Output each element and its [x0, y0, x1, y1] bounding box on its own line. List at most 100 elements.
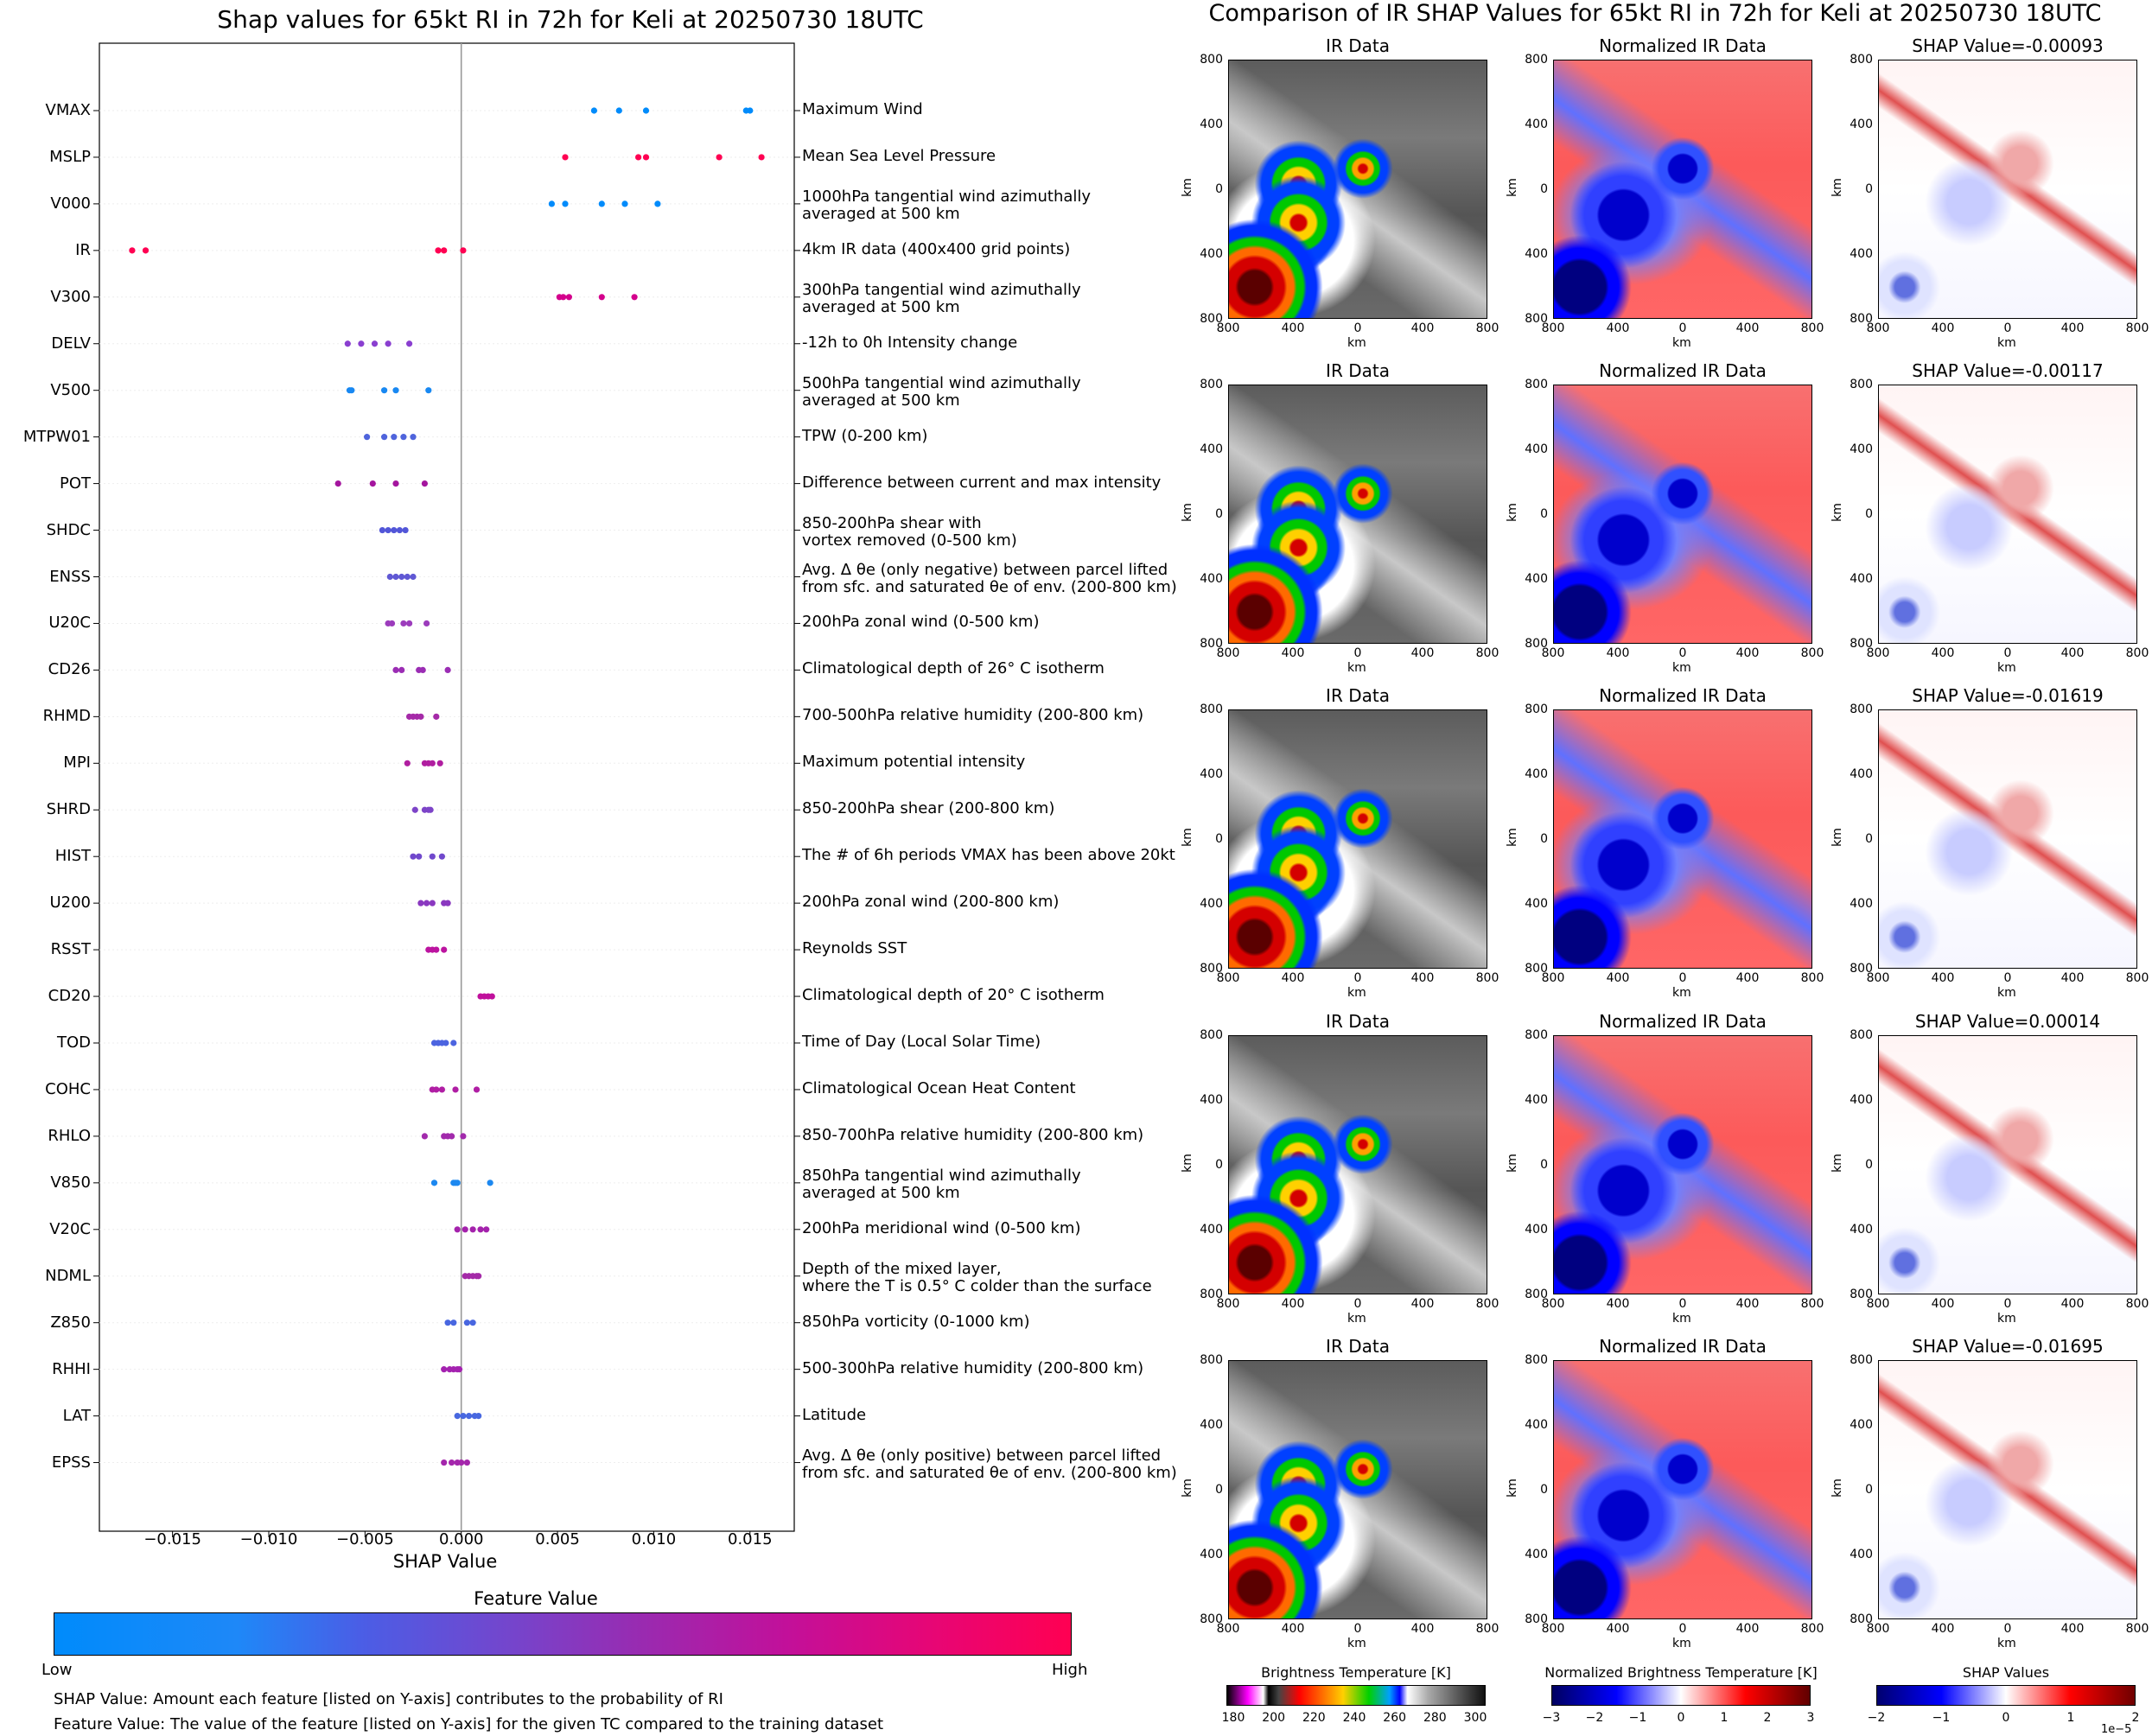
- panel-x-tick: 400: [1735, 971, 1760, 985]
- data-point-rhlo: [449, 1133, 455, 1140]
- data-point-enss: [386, 573, 393, 581]
- panel-x-tick: 800: [1800, 971, 1824, 985]
- panel-image-ir: [1228, 1035, 1487, 1294]
- feature-desc-mtpw01: TPW (0-200 km): [802, 426, 928, 445]
- data-point-u200: [429, 900, 436, 906]
- data-point-shrd: [427, 806, 434, 813]
- colorbar-3: [1876, 1685, 2136, 1706]
- data-point-v850: [430, 1180, 438, 1186]
- data-point-hist: [416, 853, 423, 860]
- feature-label-v500: V500: [50, 380, 91, 399]
- panel-x-tick: 400: [1410, 1297, 1435, 1311]
- panel-y-label: km: [1830, 503, 1844, 522]
- panel-x-tick: 400: [1281, 321, 1305, 335]
- data-point-hist: [438, 853, 445, 860]
- panel-y-tick: 400: [1200, 1548, 1223, 1561]
- panel-x-tick: 0: [1353, 1297, 1362, 1311]
- panel-title-shap: SHAP Value=-0.00117: [1912, 360, 2104, 381]
- feature-label-cd20: CD20: [48, 987, 91, 1006]
- data-point-rhmd: [417, 713, 424, 720]
- feature-label-epss: EPSS: [51, 1453, 91, 1472]
- panel-y-tick: 800: [1525, 53, 1548, 67]
- colorbar-tick: 2: [2131, 1711, 2140, 1725]
- data-point-u200: [423, 900, 430, 906]
- data-point-enss: [398, 573, 405, 581]
- data-point-mslp: [562, 154, 569, 161]
- panel-x-tick: 800: [1800, 321, 1824, 335]
- feature-label-rhmd: RHMD: [42, 707, 91, 726]
- panel-y-tick: 800: [1525, 962, 1548, 976]
- panel-y-tick: 400: [1850, 1093, 1873, 1107]
- colorbar-tick: 1: [1720, 1711, 1729, 1725]
- data-points: [129, 107, 765, 1466]
- footnote-feature: Feature Value: The value of the feature …: [54, 1715, 884, 1733]
- panel-x-tick: 0: [2003, 321, 2012, 335]
- panel-y-tick: 800: [1525, 637, 1548, 651]
- left-chart-title: Shap values for 65kt RI in 72h for Keli …: [217, 5, 924, 34]
- data-point-cohc: [433, 1086, 440, 1093]
- panel-y-tick: 400: [1850, 767, 1873, 781]
- data-point-ir: [441, 247, 448, 254]
- feature-desc-rhmd: 700-500hPa relative humidity (200-800 km…: [802, 706, 1144, 725]
- data-point-rhlo: [421, 1133, 428, 1140]
- colorbar-offset: 1e−5: [2101, 1723, 2132, 1736]
- panel-y-tick: 400: [1525, 897, 1548, 911]
- data-point-mtpw01: [364, 434, 371, 441]
- panel-y-label: km: [1505, 1478, 1519, 1498]
- panel-y-tick: 800: [1200, 312, 1223, 326]
- panel-x-tick: 800: [1475, 321, 1499, 335]
- panel-y-tick: 800: [1850, 637, 1873, 651]
- panel-y-tick: 0: [1540, 1483, 1548, 1497]
- data-point-v000: [621, 200, 628, 207]
- data-point-u200: [444, 900, 451, 906]
- data-point-mslp: [635, 154, 642, 161]
- panel-y-tick: 400: [1525, 1548, 1548, 1561]
- panel-y-tick: 400: [1850, 1548, 1873, 1561]
- panel-y-tick: 400: [1525, 1223, 1548, 1237]
- data-point-v000: [654, 200, 661, 207]
- feature-label-rhlo: RHLO: [48, 1126, 91, 1145]
- data-point-v500: [348, 387, 355, 394]
- data-point-mslp: [642, 154, 650, 161]
- data-point-v20c: [483, 1226, 490, 1233]
- data-point-v850: [487, 1180, 493, 1186]
- data-point-ir: [435, 247, 442, 254]
- data-point-v300: [565, 294, 573, 301]
- colorbar-tick: −1: [1932, 1711, 1951, 1725]
- data-point-z850: [450, 1319, 457, 1326]
- panel-image-norm: [1553, 1360, 1812, 1619]
- panel-y-tick: 0: [1215, 182, 1223, 196]
- data-point-vmax: [642, 107, 650, 114]
- panel-x-label: km: [1672, 1312, 1691, 1326]
- panel-image-shap: [1878, 1360, 2137, 1619]
- feature-desc-pot: Difference between current and max inten…: [802, 473, 1162, 492]
- x-tick-label: −0.005: [336, 1530, 394, 1548]
- data-point-cd26: [444, 666, 451, 674]
- data-point-mtpw01: [391, 434, 398, 441]
- colorbar-title: Normalized Brightness Temperature [K]: [1544, 1664, 1818, 1681]
- data-point-v000: [562, 200, 569, 207]
- data-point-delv: [406, 340, 413, 347]
- panel-x-label: km: [1997, 336, 2016, 350]
- data-point-v20c: [477, 1226, 484, 1233]
- panel-x-tick: 0: [1353, 971, 1362, 985]
- panel-x-tick: 400: [1281, 1297, 1305, 1311]
- panel-x-label: km: [1997, 661, 2016, 675]
- feature-desc-v000: 1000hPa tangential wind azimuthally avera…: [802, 187, 1092, 223]
- data-point-shdc: [379, 526, 385, 534]
- panel-y-tick: 0: [1865, 507, 1873, 521]
- panel-y-tick: 400: [1850, 1223, 1873, 1237]
- panel-y-tick: 0: [1865, 1158, 1873, 1172]
- panel-x-tick: 800: [2125, 1297, 2149, 1311]
- feature-desc-shrd: 850-200hPa shear (200-800 km): [802, 799, 1055, 818]
- panel-x-tick: 800: [1866, 1622, 1890, 1636]
- data-point-v500: [392, 387, 399, 394]
- panel-title-ir: IR Data: [1326, 1011, 1390, 1032]
- panel-y-tick: 400: [1525, 1093, 1548, 1107]
- data-point-cd26: [392, 666, 399, 674]
- colorbar-tick: 220: [1302, 1711, 1326, 1725]
- data-point-u20c: [406, 620, 413, 627]
- panel-y-tick: 800: [1850, 1028, 1873, 1042]
- data-point-hist: [410, 853, 417, 860]
- feature-label-cohc: COHC: [45, 1079, 91, 1098]
